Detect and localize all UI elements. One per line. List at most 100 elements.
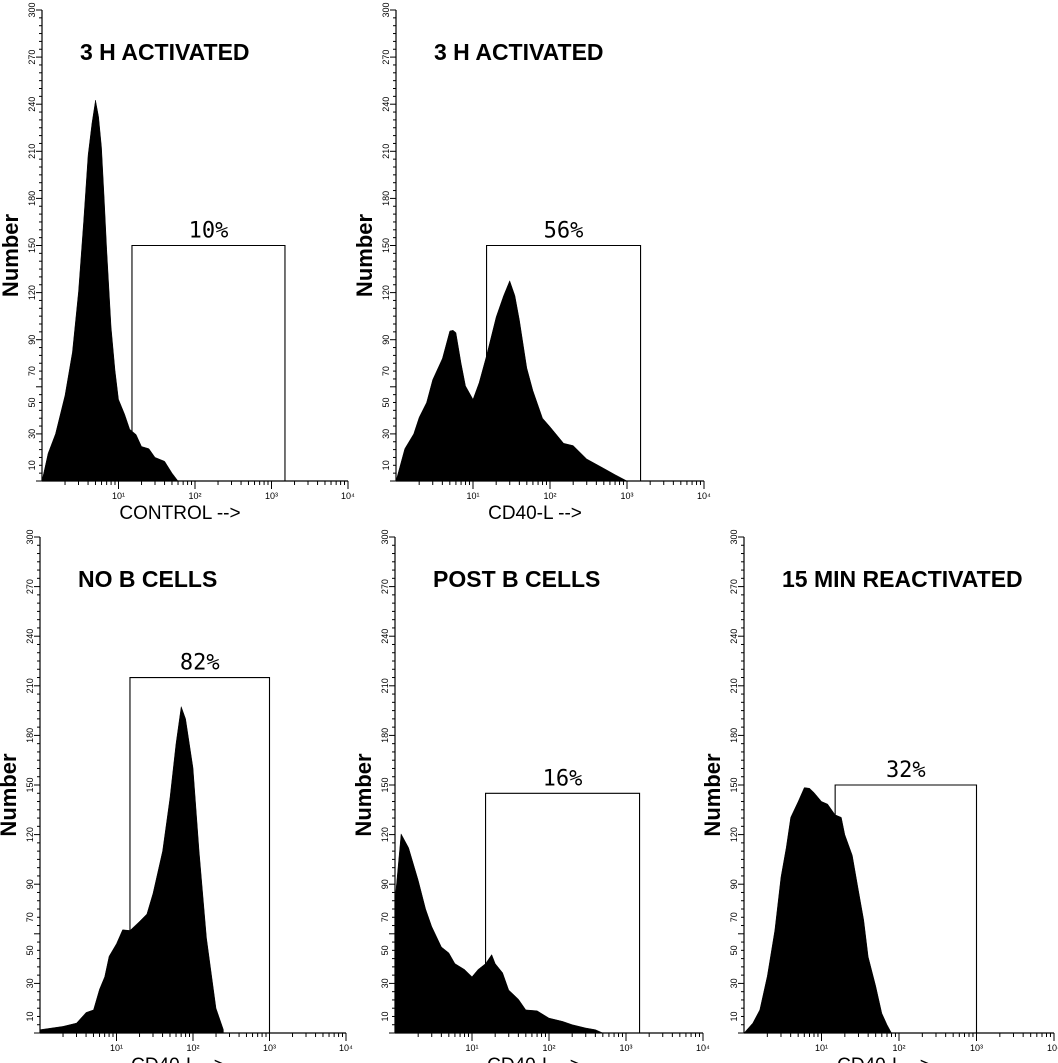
panel-title: POST B CELLS (433, 566, 600, 592)
x-tick-label: 10⁴ (1047, 1043, 1058, 1053)
y-tick-label: 120 (381, 285, 391, 300)
y-tick-label: 70 (729, 912, 739, 922)
x-tick-label: 10³ (620, 491, 633, 501)
panel-title: 15 MIN REACTIVATED (782, 566, 1023, 592)
y-axis-label: Number (351, 753, 376, 837)
panel-title: 3 H ACTIVATED (80, 39, 250, 65)
x-tick-label: 10³ (970, 1043, 983, 1053)
x-tick-label: 10² (186, 1043, 199, 1053)
y-tick-label: 90 (380, 879, 390, 889)
x-tick-label: 10² (188, 491, 201, 501)
y-tick-label: 270 (27, 50, 37, 65)
y-tick-label: 10 (27, 460, 37, 470)
x-tick-label: 10⁴ (697, 491, 711, 501)
x-tick-label: 10¹ (465, 1043, 478, 1053)
x-tick-label: 10⁴ (341, 491, 355, 501)
gate-percent-label: 56% (544, 219, 584, 244)
gate-percent-label: 32% (886, 758, 926, 783)
y-tick-label: 180 (381, 191, 391, 206)
gate-bracket (486, 244, 642, 481)
y-tick-label: 30 (380, 978, 390, 988)
y-tick-label: 50 (380, 945, 390, 955)
y-tick-label: 300 (381, 2, 391, 17)
y-tick-label: 120 (729, 827, 739, 842)
x-tick-label: 10² (892, 1043, 905, 1053)
y-tick-label: 300 (27, 2, 37, 17)
y-tick-label: 210 (27, 144, 37, 159)
gate-percent-label: 16% (543, 766, 583, 791)
y-tick-label: 210 (729, 678, 739, 693)
y-tick-label: 10 (25, 1011, 35, 1021)
x-axis-label: CD40-L --> (488, 503, 582, 524)
gate-percent-label: 82% (180, 651, 220, 676)
y-tick-label: 150 (25, 777, 35, 792)
x-tick-label: 10¹ (466, 491, 479, 501)
y-tick-label: 240 (381, 97, 391, 112)
x-tick-label: 10⁴ (339, 1043, 353, 1053)
x-axis-label: CD40-L --> (131, 1055, 225, 1063)
y-tick-label: 90 (25, 879, 35, 889)
y-tick-label: 120 (27, 285, 37, 300)
y-tick-label: 120 (380, 827, 390, 842)
histogram-area (39, 706, 224, 1034)
y-axis-label: Number (0, 214, 23, 298)
y-tick-label: 180 (25, 728, 35, 743)
y-axis-label: Number (700, 753, 725, 837)
y-axis-label: Number (0, 753, 21, 837)
y-tick-label: 70 (25, 912, 35, 922)
y-tick-label: 210 (380, 678, 390, 693)
y-tick-label: 150 (380, 777, 390, 792)
y-tick-label: 180 (27, 191, 37, 206)
x-axis-label: CD40-L --> (837, 1055, 931, 1063)
y-tick-label: 300 (729, 529, 739, 544)
y-axis-label: Number (352, 214, 377, 298)
y-tick-label: 150 (729, 777, 739, 792)
x-axis-label: CD40-L --> (487, 1055, 581, 1063)
y-tick-label: 270 (25, 579, 35, 594)
y-tick-label: 300 (380, 529, 390, 544)
x-tick-label: 10¹ (112, 491, 125, 501)
x-tick-label: 10² (542, 1043, 555, 1053)
y-tick-label: 50 (25, 945, 35, 955)
histogram-panel-2: 10¹ 10² 10³ 10⁴ 10 30 50 70 90 120 150 180 210 240 270… (352, 2, 711, 524)
x-tick-label: 10² (543, 491, 556, 501)
y-tick-label: 150 (381, 238, 391, 253)
y-tick-label: 90 (381, 335, 391, 345)
y-tick-label: 270 (381, 50, 391, 65)
gate-bracket (129, 676, 271, 1033)
y-tick-label: 120 (25, 827, 35, 842)
y-tick-label: 240 (380, 629, 390, 644)
y-tick-label: 90 (27, 335, 37, 345)
y-tick-label: 30 (381, 429, 391, 439)
y-tick-label: 70 (27, 366, 37, 376)
y-tick-label: 30 (729, 978, 739, 988)
gate-bracket (834, 784, 978, 1033)
y-tick-label: 210 (381, 144, 391, 159)
gate-bracket (485, 792, 641, 1033)
panel-title: 3 H ACTIVATED (434, 39, 604, 65)
y-tick-label: 10 (381, 460, 391, 470)
gate-bracket (131, 244, 286, 481)
y-tick-label: 50 (27, 397, 37, 407)
histogram-area (394, 833, 603, 1034)
y-tick-label: 210 (25, 678, 35, 693)
x-axis-label: CONTROL --> (119, 503, 240, 524)
x-tick-label: 10³ (619, 1043, 632, 1053)
y-tick-label: 70 (381, 366, 391, 376)
y-tick-label: 50 (729, 945, 739, 955)
y-tick-label: 150 (27, 238, 37, 253)
y-tick-label: 70 (380, 912, 390, 922)
histogram-panel-1: 10¹ 10² 10³ 10⁴ 10 30 50 70 90 120 150 180 210 240 270… (0, 2, 355, 524)
gate-percent-label: 10% (189, 219, 229, 244)
x-tick-label: 10¹ (815, 1043, 828, 1053)
x-tick-label: 10¹ (110, 1043, 123, 1053)
y-tick-label: 240 (729, 629, 739, 644)
y-tick-label: 240 (25, 629, 35, 644)
x-tick-label: 10³ (265, 491, 278, 501)
histogram-area (41, 100, 179, 482)
histogram-panel-4: 10¹ 10² 10³ 10⁴ 10 30 50 70 90 120 150 180 210 240 270… (351, 529, 710, 1063)
y-tick-label: 90 (729, 879, 739, 889)
y-tick-label: 50 (381, 397, 391, 407)
y-tick-label: 270 (729, 579, 739, 594)
